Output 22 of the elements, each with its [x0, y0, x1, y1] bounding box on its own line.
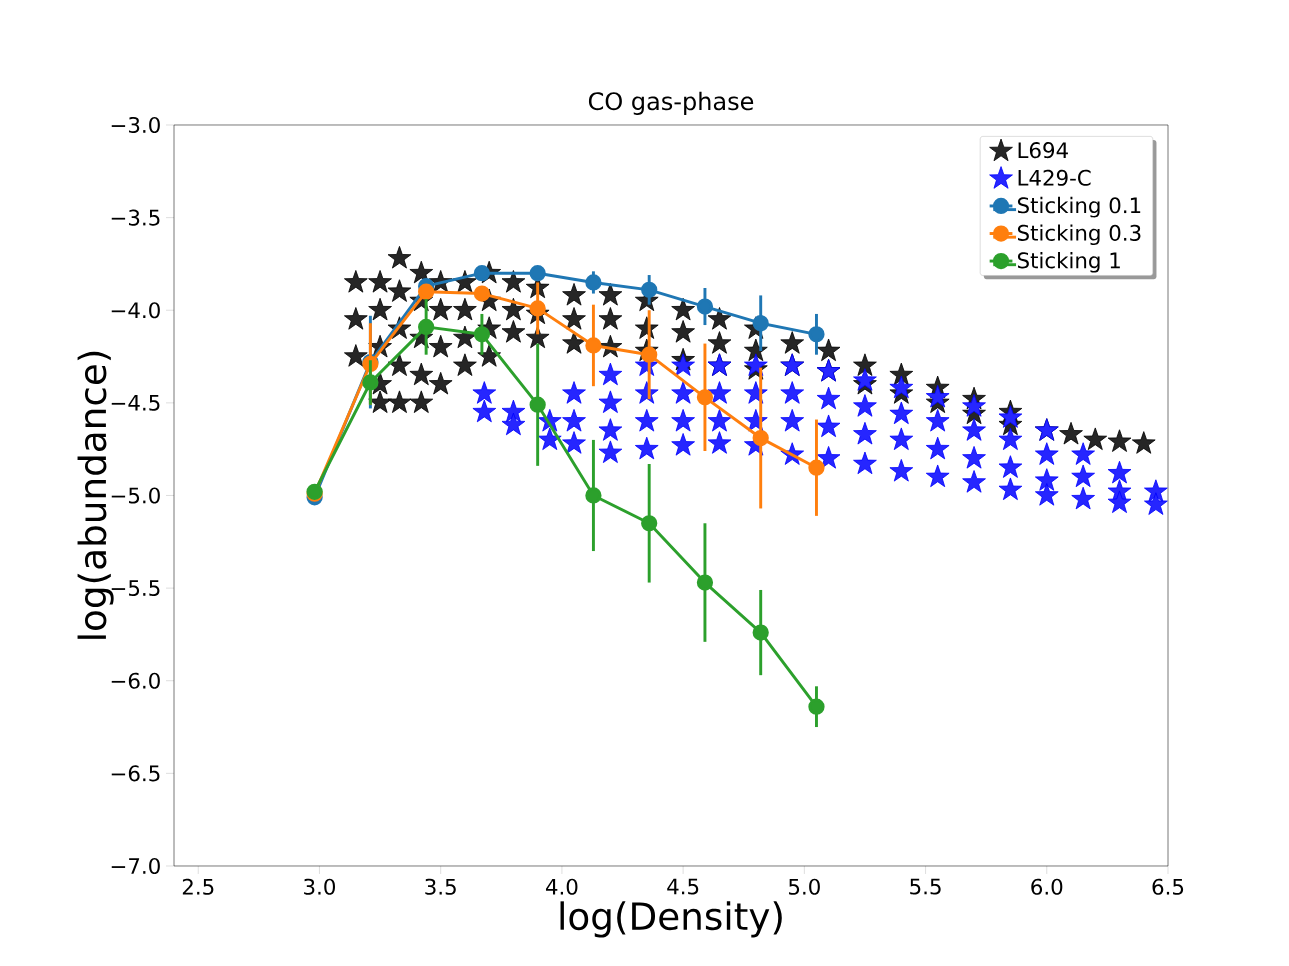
- y-tick-label: −4.0: [111, 302, 160, 319]
- x-tick-label: 6.0: [1031, 878, 1063, 895]
- x-tick-label: 3.0: [304, 878, 336, 895]
- y-tick-label: −7.0: [111, 857, 160, 875]
- x-tick-label: 6.5: [1152, 878, 1184, 895]
- x-tick-label: 4.5: [667, 878, 699, 895]
- y-tick-label: −6.5: [111, 765, 160, 782]
- legend-label: L429-C: [1018, 169, 1091, 186]
- y-tick-label: −3.5: [111, 209, 160, 226]
- legend-label: Sticking 1: [1017, 251, 1120, 273]
- legend-label: Sticking 0.3: [1017, 224, 1141, 246]
- y-tick-label: −3.0: [111, 116, 160, 134]
- legend-label: L694: [1018, 142, 1068, 159]
- x-tick-label: 2.5: [182, 878, 214, 895]
- legend-label: Sticking 0.1: [1017, 196, 1141, 218]
- x-tick-label: 3.5: [425, 878, 456, 895]
- x-tick-label: 4.0: [545, 878, 578, 895]
- y-tick-label: −6.0: [111, 672, 160, 689]
- x-tick-label: 5.5: [910, 878, 941, 895]
- x-tick-label: 5.0: [789, 878, 820, 895]
- chart-title: CO gas-phase: [588, 91, 754, 115]
- x-axis-title: log(Density): [560, 901, 782, 938]
